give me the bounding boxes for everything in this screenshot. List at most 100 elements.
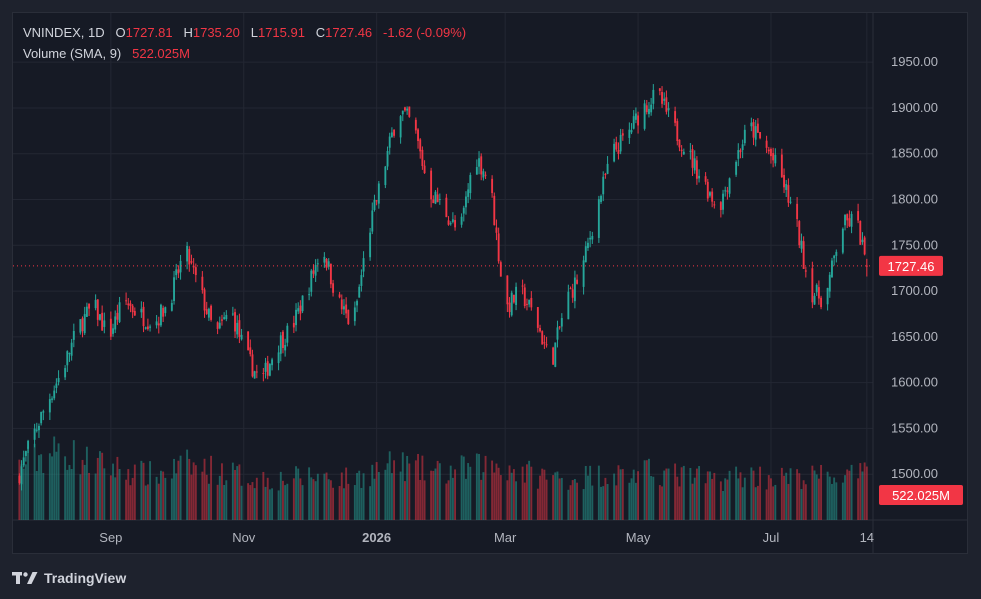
volume-bar: [22, 468, 25, 520]
candle-body: [118, 302, 121, 322]
candle-body: [251, 354, 254, 377]
volume-bar: [850, 464, 853, 520]
candle-body: [390, 132, 393, 138]
volume-bar: [445, 483, 448, 520]
candle-body: [282, 331, 284, 349]
volume-bar: [430, 470, 433, 520]
candle-body: [369, 232, 372, 258]
volume-bar: [186, 449, 189, 520]
candle-body: [125, 300, 128, 302]
volume-bar: [301, 485, 304, 520]
volume-bar: [865, 466, 868, 520]
candle-body: [493, 195, 496, 226]
candle-body: [388, 136, 391, 148]
candle-body: [796, 203, 799, 220]
candle-body: [695, 160, 698, 179]
candle-body: [680, 149, 683, 152]
volume-bar: [57, 443, 60, 520]
candle-body: [249, 347, 252, 355]
volume-bar: [338, 486, 341, 520]
volume-bar: [70, 469, 73, 520]
volume-bar: [347, 483, 350, 520]
volume-bar: [833, 477, 836, 520]
candlestick-chart[interactable]: 1500.00 1550.00 1600.00 1650.00 1700.00 1750.…: [13, 13, 967, 553]
interval-label[interactable]: 1D: [88, 25, 105, 40]
volume-bar: [194, 465, 197, 520]
volume-bar: [375, 462, 378, 520]
volume-bar: [804, 484, 807, 520]
volume-bar: [35, 470, 38, 520]
volume-bar: [377, 472, 380, 520]
volume-bar: [125, 479, 128, 520]
volume-bar: [589, 465, 592, 520]
volume-bar: [508, 465, 511, 520]
volume-bar: [704, 483, 707, 520]
candle-body: [408, 106, 411, 117]
price-axis[interactable]: 1500.00 1550.00 1600.00 1650.00 1700.00 1750.…: [891, 54, 938, 481]
volume-bars: [18, 436, 868, 520]
candle-body: [329, 263, 332, 285]
volume-bar: [526, 464, 528, 520]
symbol-name[interactable]: VNINDEX: [23, 25, 81, 40]
change-value: -1.62 (-0.09%): [383, 25, 467, 40]
volume-bar: [264, 486, 267, 520]
volume-bar: [399, 471, 402, 520]
volume-bar: [652, 476, 655, 520]
chart-pane[interactable]: 1500.00 1550.00 1600.00 1650.00 1700.00 1750.…: [12, 12, 968, 554]
candle-body: [170, 303, 173, 311]
volume-bar: [774, 484, 777, 520]
volume-bar: [560, 477, 563, 520]
volume-bar: [510, 472, 513, 520]
candle-body: [133, 310, 136, 316]
candle-body: [484, 174, 487, 176]
time-axis[interactable]: Sep Nov 2026 Mar May Jul 14: [99, 530, 874, 545]
candle-body: [743, 129, 746, 144]
candle-body: [491, 178, 494, 194]
candle-body: [164, 307, 167, 314]
volume-bar: [133, 464, 136, 520]
volume-bar: [480, 479, 483, 520]
volume-bar: [251, 482, 254, 520]
volume-bar: [149, 461, 152, 520]
volume-bar: [401, 452, 404, 520]
x-tick-label: 14: [860, 530, 874, 545]
candle-body: [194, 267, 197, 276]
volume-bar: [604, 477, 607, 520]
volume-bar: [53, 436, 56, 520]
volume-bar: [709, 471, 711, 520]
candle-body: [85, 306, 88, 317]
candle-body: [421, 149, 424, 167]
tradingview-footer[interactable]: TradingView: [12, 568, 126, 588]
candle-body: [506, 275, 509, 305]
candle-body: [567, 291, 570, 320]
volume-bar: [253, 488, 256, 520]
volume-bar: [523, 482, 526, 520]
volume-bar: [55, 451, 58, 520]
volume-bar: [42, 472, 45, 520]
candle-body: [38, 425, 40, 431]
candle-body: [689, 150, 692, 152]
candle-body: [571, 289, 574, 298]
volume-bar: [207, 483, 210, 520]
candle-body: [726, 190, 729, 192]
volume-bar: [820, 464, 823, 520]
candle-body: [828, 274, 831, 292]
volume-bar: [759, 466, 762, 520]
candle-body: [144, 327, 147, 329]
volume-bar: [371, 464, 374, 520]
candle-body: [295, 309, 297, 326]
candle-body: [347, 309, 350, 325]
candle-body: [552, 347, 555, 365]
volume-bar: [495, 463, 498, 520]
candle-body: [207, 308, 210, 318]
volume-bar: [506, 480, 509, 520]
candle-body: [234, 312, 236, 332]
volume-label[interactable]: Volume (SMA, 9): [23, 46, 122, 61]
candle-body: [99, 314, 101, 320]
candle-body: [386, 151, 389, 167]
volume-bar: [112, 463, 114, 520]
candle-body: [221, 319, 223, 321]
volume-bar: [848, 470, 851, 520]
volume-bar: [449, 465, 452, 520]
candle-body: [201, 276, 204, 291]
